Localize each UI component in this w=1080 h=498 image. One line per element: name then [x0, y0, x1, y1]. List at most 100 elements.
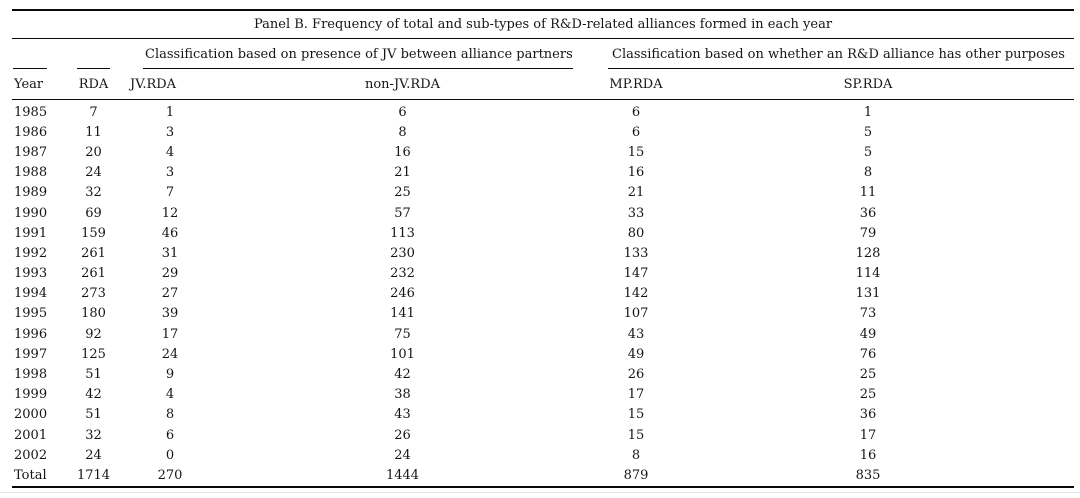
cell-rda: 1714	[62, 465, 125, 488]
cell-year: 1994	[14, 286, 48, 302]
cell-rda: 24	[85, 447, 102, 463]
group-header-purpose: Classification based on whether an R&D a…	[590, 39, 1075, 69]
cell-non-jv-rda: 101	[390, 346, 415, 362]
year-cmidrule	[13, 68, 47, 69]
cell-sp-rda: 11	[859, 185, 877, 201]
cell-filler	[1054, 223, 1074, 243]
cell-filler	[1054, 324, 1074, 344]
cell-rda: 180	[81, 306, 106, 322]
cell-year: 1990	[14, 205, 48, 221]
cell-jv-rda: 31	[161, 245, 179, 261]
table-body: 1985 7 1 6 6 1 1986 11 3 8 6 5 1987 20 4 16 15 5 1988 24 3 21…	[12, 100, 1075, 488]
cell-filler	[1054, 142, 1074, 162]
cell-rda: 24	[85, 165, 102, 181]
group-spacer-year	[12, 39, 62, 69]
cell-jv-rda: 6	[165, 427, 175, 443]
cell-rda: 42	[85, 387, 102, 403]
cell-year: 1996	[14, 326, 48, 342]
cell-sp-rda: 5	[863, 144, 873, 160]
panel-title: Panel B. Frequency of total and sub-type…	[12, 9, 1075, 39]
cell-year: 1987	[14, 144, 48, 160]
cell-rda: 159	[81, 225, 106, 241]
cell-mp-rda: 107	[623, 306, 649, 322]
table-row: 2001 32 6 26 15 17	[12, 425, 1074, 445]
cell-sp-rda: 25	[859, 387, 877, 403]
cell-rda: 11	[85, 124, 102, 140]
cell-non-jv-rda: 141	[390, 306, 415, 322]
table-row: 1994 273 27 246 142 131	[12, 284, 1074, 304]
cell-jv-rda: 270	[125, 465, 215, 488]
table-row: 1989 32 7 25 21 11	[12, 183, 1074, 203]
cell-year: 1991	[14, 225, 48, 241]
cell-mp-rda: 6	[631, 124, 641, 140]
cell-jv-rda: 46	[161, 225, 179, 241]
cell-non-jv-rda: 16	[394, 144, 411, 160]
cell-mp-rda: 16	[627, 165, 645, 181]
cell-sp-rda: 835	[682, 465, 1054, 488]
cell-sp-rda: 25	[859, 367, 877, 383]
cell-mp-rda: 43	[627, 326, 645, 342]
cell-sp-rda: 49	[859, 326, 877, 342]
group-spacer-rda	[62, 39, 125, 69]
cell-non-jv-rda: 57	[394, 205, 411, 221]
cell-non-jv-rda: 25	[394, 185, 411, 201]
table-row: 1985 7 1 6 6 1	[12, 100, 1074, 123]
cell-mp-rda: 133	[623, 245, 649, 261]
cell-jv-rda: 8	[165, 407, 175, 423]
cell-jv-rda: 24	[161, 346, 179, 362]
cell-filler	[1054, 364, 1074, 384]
jv-group-cmidrule	[143, 68, 573, 69]
cell-mp-rda: 15	[627, 144, 645, 160]
cell-year: 1989	[14, 185, 48, 201]
cell-mp-rda: 49	[627, 346, 645, 362]
group-header-purpose-label: Classification based on whether an R&D a…	[612, 46, 1065, 62]
table-row: 1992 261 31 230 133 128	[12, 243, 1074, 263]
cell-rda: 273	[81, 286, 106, 302]
cell-filler	[1054, 425, 1074, 445]
cell-sp-rda: 1	[863, 104, 873, 120]
table-row: 2000 51 8 43 15 36	[12, 405, 1074, 425]
table-row: 1997 125 24 101 49 76	[12, 344, 1074, 364]
cell-year: 1988	[14, 165, 48, 181]
cell-mp-rda: 6	[631, 104, 641, 120]
cell-year: 1999	[14, 387, 48, 403]
cell-rda: 32	[85, 185, 102, 201]
rda-cmidrule	[77, 68, 110, 69]
cell-year: 1985	[14, 104, 48, 120]
cell-year: 1995	[14, 306, 48, 322]
cell-filler	[1054, 243, 1074, 263]
cell-sp-rda: 36	[859, 407, 877, 423]
cell-non-jv-rda: 24	[394, 447, 411, 463]
table-row: 1986 11 3 8 6 5	[12, 122, 1074, 142]
cell-rda: 7	[89, 104, 98, 120]
cell-year: 1986	[14, 124, 48, 140]
cell-jv-rda: 9	[165, 367, 175, 383]
cell-filler	[1054, 445, 1074, 465]
cell-non-jv-rda: 26	[394, 427, 411, 443]
table-row: 1987 20 4 16 15 5	[12, 142, 1074, 162]
column-header-row: Year RDA JV.RDA non-JV.RDA MP.RDA SP.RDA	[12, 69, 1075, 100]
total-row: Total 1714 270 1444 879 835	[12, 465, 1075, 488]
cell-filler	[1054, 405, 1074, 425]
panel-title-row: Panel B. Frequency of total and sub-type…	[12, 9, 1075, 39]
table-row: 1993 261 29 232 147 114	[12, 264, 1074, 284]
cell-sp-rda: 5	[863, 124, 873, 140]
cell-mp-rda: 17	[627, 387, 645, 403]
cell-non-jv-rda: 43	[394, 407, 411, 423]
cell-sp-rda: 128	[855, 245, 881, 261]
cell-jv-rda: 17	[161, 326, 179, 342]
group-header-row: Classification based on presence of JV b…	[12, 39, 1075, 69]
cell-year: 1997	[14, 346, 48, 362]
cell-mp-rda: 15	[627, 427, 645, 443]
column-header-jv-rda: JV.RDA	[125, 69, 215, 100]
cell-mp-rda: 15	[627, 407, 645, 423]
cell-jv-rda: 39	[161, 306, 179, 322]
purpose-group-cmidrule	[608, 68, 1075, 69]
cell-jv-rda: 29	[161, 266, 179, 282]
cell-rda: 261	[81, 245, 106, 261]
cell-non-jv-rda: 6	[398, 104, 407, 120]
table-row: 1998 51 9 42 26 25	[12, 364, 1074, 384]
cell-year: 2001	[14, 427, 48, 443]
cell-filler	[1054, 385, 1074, 405]
cell-jv-rda: 4	[165, 144, 175, 160]
